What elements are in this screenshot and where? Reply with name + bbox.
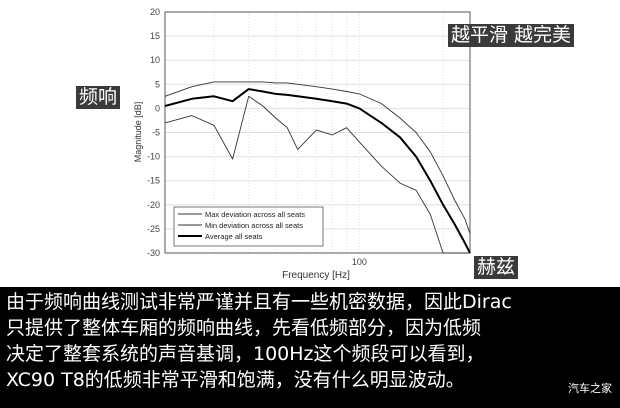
- chart-series: [164, 81, 471, 254]
- series-line: [164, 95, 470, 254]
- x-axis-ticks: 100: [352, 257, 367, 267]
- hertz-tag: 赫兹: [474, 256, 519, 279]
- caption-line: XC90 T8的低频非常平滑和饱满，没有什么明显波动。: [6, 369, 465, 391]
- frequency-response-tag: 频响: [76, 86, 121, 109]
- svg-text:Average all seats: Average all seats: [205, 232, 263, 241]
- svg-text:10: 10: [150, 55, 160, 65]
- svg-text:Min deviation across all seats: Min deviation across all seats: [205, 221, 303, 230]
- y-axis-label: Magnitude [dB]: [133, 102, 143, 163]
- svg-text:100: 100: [352, 257, 367, 267]
- svg-text:5: 5: [155, 79, 160, 89]
- svg-text:0: 0: [155, 103, 160, 113]
- chart-legend: Max deviation across all seats Min deviat…: [173, 206, 324, 247]
- caption-panel: 由于频响曲线测试非常严谨并且有一些机密数据，因此Dirac 只提供了整体车厢的频…: [0, 287, 620, 408]
- caption-line: 只提供了整体车厢的频响曲线，先看低频部分，因为低频: [6, 317, 482, 339]
- caption-line: 决定了整套系统的声音基调，100Hz这个频段可以看到，: [6, 343, 485, 365]
- svg-text:-5: -5: [152, 128, 160, 138]
- frequency-response-chart: 20 15 10 5 0 -5 -10 -15 -20 -25 -30 100 Frequency …: [133, 7, 471, 281]
- y-axis-ticks: 20 15 10 5 0 -5 -10 -15 -20 -25 -30: [147, 7, 160, 258]
- svg-text:-20: -20: [147, 200, 160, 210]
- svg-text:15: 15: [150, 31, 160, 41]
- smoother-better-tag: 越平滑 越完美: [448, 24, 575, 47]
- svg-text:-15: -15: [147, 176, 160, 186]
- svg-text:-30: -30: [147, 248, 160, 258]
- series-line: [164, 81, 471, 234]
- plot-area-border: [164, 11, 471, 254]
- svg-text:Max deviation across all seats: Max deviation across all seats: [205, 210, 305, 219]
- autohome-watermark: 汽车之家: [568, 382, 612, 395]
- x-axis-label: Frequency [Hz]: [282, 270, 350, 281]
- svg-text:20: 20: [150, 7, 160, 17]
- svg-text:-10: -10: [147, 152, 160, 162]
- caption-line: 由于频响曲线测试非常严谨并且有一些机密数据，因此Dirac: [6, 291, 512, 313]
- series-line: [164, 88, 471, 254]
- svg-text:-25: -25: [147, 224, 160, 234]
